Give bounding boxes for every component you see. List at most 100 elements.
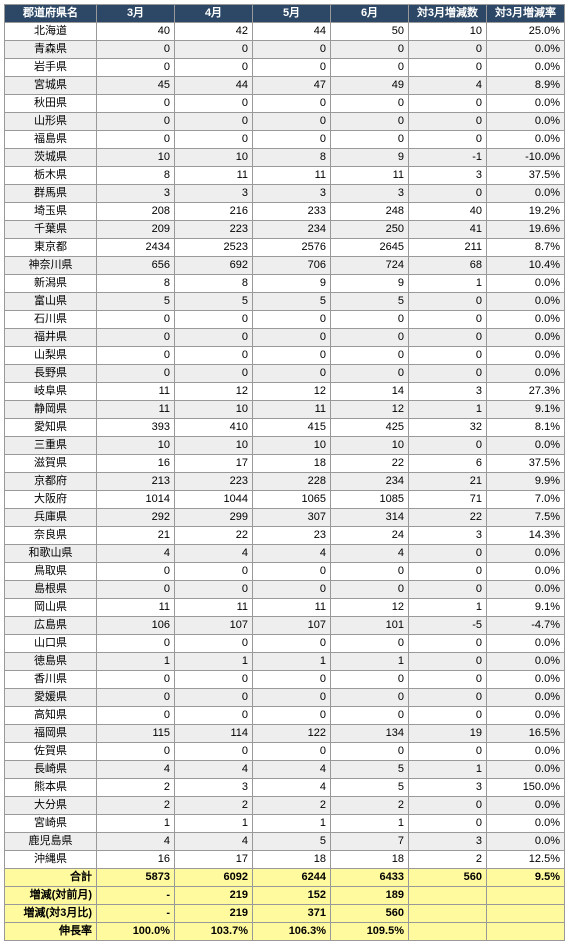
cell-m6: 0 — [331, 365, 409, 383]
summary-cell-rate: 9.5% — [487, 869, 565, 887]
cell-m3: 8 — [97, 275, 175, 293]
cell-m3: 1 — [97, 653, 175, 671]
summary-cell-m3: 100.0% — [97, 923, 175, 941]
cell-m6: 10 — [331, 437, 409, 455]
cell-m6: 9 — [331, 149, 409, 167]
cell-diff: 3 — [409, 383, 487, 401]
cell-name: 茨城県 — [5, 149, 97, 167]
cell-m5: 2 — [253, 797, 331, 815]
cell-m5: 0 — [253, 365, 331, 383]
cell-rate: 12.5% — [487, 851, 565, 869]
summary-cell-name: 増減(対前月) — [5, 887, 97, 905]
cell-m5: 0 — [253, 671, 331, 689]
table-row: 秋田県000000.0% — [5, 95, 565, 113]
cell-name: 山口県 — [5, 635, 97, 653]
table-row: 山口県000000.0% — [5, 635, 565, 653]
cell-m3: 208 — [97, 203, 175, 221]
cell-m5: 4 — [253, 779, 331, 797]
cell-name: 福岡県 — [5, 725, 97, 743]
table-row: 広島県106107107101-5-4.7% — [5, 617, 565, 635]
cell-diff: 0 — [409, 365, 487, 383]
cell-m6: 0 — [331, 743, 409, 761]
cell-diff: 3 — [409, 527, 487, 545]
cell-diff: 1 — [409, 761, 487, 779]
cell-m5: 1 — [253, 653, 331, 671]
cell-m5: 10 — [253, 437, 331, 455]
cell-name: 鳥取県 — [5, 563, 97, 581]
cell-m4: 11 — [175, 599, 253, 617]
cell-name: 青森県 — [5, 41, 97, 59]
cell-m6: 7 — [331, 833, 409, 851]
cell-name: 愛媛県 — [5, 689, 97, 707]
cell-rate: 0.0% — [487, 329, 565, 347]
cell-name: 千葉県 — [5, 221, 97, 239]
cell-m3: 45 — [97, 77, 175, 95]
cell-m4: 17 — [175, 851, 253, 869]
cell-rate: 14.3% — [487, 527, 565, 545]
cell-m5: 1065 — [253, 491, 331, 509]
cell-m5: 1 — [253, 815, 331, 833]
table-row: 大阪府1014104410651085717.0% — [5, 491, 565, 509]
cell-m4: 0 — [175, 113, 253, 131]
table-row: 岩手県000000.0% — [5, 59, 565, 77]
cell-name: 香川県 — [5, 671, 97, 689]
cell-rate: 37.5% — [487, 455, 565, 473]
cell-m3: 10 — [97, 149, 175, 167]
cell-name: 三重県 — [5, 437, 97, 455]
cell-m6: 101 — [331, 617, 409, 635]
cell-m5: 706 — [253, 257, 331, 275]
cell-diff: 40 — [409, 203, 487, 221]
cell-m6: 0 — [331, 131, 409, 149]
cell-m6: 250 — [331, 221, 409, 239]
cell-name: 宮城県 — [5, 77, 97, 95]
summary-cell-diff — [409, 887, 487, 905]
cell-m5: 23 — [253, 527, 331, 545]
summary-cell-name: 伸長率 — [5, 923, 97, 941]
cell-rate: 37.5% — [487, 167, 565, 185]
cell-name: 長野県 — [5, 365, 97, 383]
cell-name: 徳島県 — [5, 653, 97, 671]
cell-name: 佐賀県 — [5, 743, 97, 761]
cell-diff: 68 — [409, 257, 487, 275]
cell-diff: 0 — [409, 185, 487, 203]
summary-cell-m5: 6244 — [253, 869, 331, 887]
cell-name: 大阪府 — [5, 491, 97, 509]
cell-m6: 11 — [331, 167, 409, 185]
table-row: 福井県000000.0% — [5, 329, 565, 347]
table-row: 長野県000000.0% — [5, 365, 565, 383]
cell-m3: 4 — [97, 545, 175, 563]
cell-m4: 410 — [175, 419, 253, 437]
cell-m3: 0 — [97, 563, 175, 581]
table-row: 富山県555500.0% — [5, 293, 565, 311]
cell-m6: 0 — [331, 59, 409, 77]
table-row: 山梨県000000.0% — [5, 347, 565, 365]
cell-rate: 0.0% — [487, 275, 565, 293]
cell-m6: 2645 — [331, 239, 409, 257]
cell-rate: -4.7% — [487, 617, 565, 635]
cell-diff: 0 — [409, 635, 487, 653]
cell-m4: 2 — [175, 797, 253, 815]
cell-name: 京都府 — [5, 473, 97, 491]
cell-m3: 0 — [97, 743, 175, 761]
cell-m3: 8 — [97, 167, 175, 185]
summary-cell-m6: 189 — [331, 887, 409, 905]
cell-m5: 44 — [253, 23, 331, 41]
table-row: 栃木県8111111337.5% — [5, 167, 565, 185]
summary-cell-m4: 103.7% — [175, 923, 253, 941]
cell-rate: 0.0% — [487, 563, 565, 581]
cell-m6: 9 — [331, 275, 409, 293]
cell-diff: -5 — [409, 617, 487, 635]
cell-m6: 0 — [331, 329, 409, 347]
cell-diff: 0 — [409, 797, 487, 815]
cell-m3: 209 — [97, 221, 175, 239]
cell-rate: 0.0% — [487, 815, 565, 833]
summary-cell-m5: 106.3% — [253, 923, 331, 941]
cell-m6: 14 — [331, 383, 409, 401]
cell-m3: 0 — [97, 635, 175, 653]
table-row: 宮城県4544474948.9% — [5, 77, 565, 95]
table-row: 東京都24342523257626452118.7% — [5, 239, 565, 257]
cell-rate: 19.6% — [487, 221, 565, 239]
cell-rate: 0.0% — [487, 707, 565, 725]
cell-m4: 0 — [175, 707, 253, 725]
table-row: 千葉県2092232342504119.6% — [5, 221, 565, 239]
